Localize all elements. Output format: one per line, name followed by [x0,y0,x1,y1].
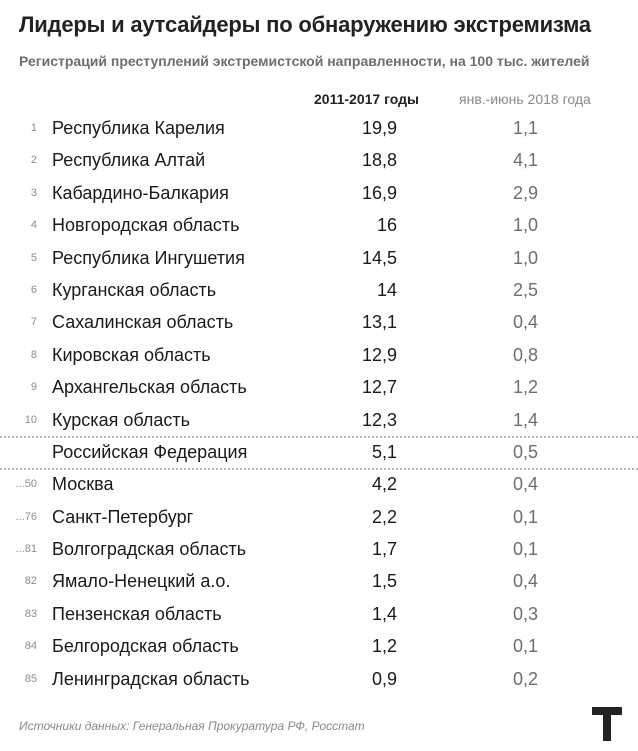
table-row: 8 Кировская область 12,9 0,8 [0,339,638,371]
row-rank: 8 [30,348,37,361]
row-region-name: Новгородская область [52,215,240,236]
chart-title: Лидеры и аутсайдеры по обнаружению экстр… [19,12,591,37]
table-row: 6 Курганская область 14 2,5 [0,274,638,306]
row-value-2011-2017: 12,3 [361,409,397,430]
row-value-2018: 1,0 [513,247,539,268]
row-rank: 83 [24,607,37,620]
row-rank: 6 [30,283,37,296]
table-row: 82 Ямало-Ненецкий а.о. 1,5 0,4 [0,565,638,597]
row-value-2018: 2,5 [513,279,539,300]
row-value-2018: 1,0 [513,215,539,236]
row-value-2011-2017: 1,2 [371,636,397,657]
table-row: ...81 Волгоградская область 1,7 0,1 [0,533,638,565]
row-region-name: Российская Федерация [52,441,248,462]
row-region-name: Республика Карелия [52,118,225,138]
row-value-2018: 0,1 [513,539,539,560]
row-value-2018: 0,4 [513,312,539,333]
row-value-2011-2017: 0,9 [371,668,397,689]
row-region-name: Санкт-Петербург [52,506,194,527]
row-value-2018: 0,1 [513,506,539,527]
row-rank: 85 [24,672,37,685]
row-rank: 4 [30,219,37,232]
row-rank: ...50 [15,478,37,491]
row-value-2011-2017: 18,8 [361,150,397,171]
chart-subtitle: Регистраций преступлений экстремистской … [19,53,590,69]
row-rank: 84 [24,640,37,653]
row-region-name: Ленинградская область [52,668,250,689]
row-value-2011-2017: 2,2 [371,506,397,527]
row-value-2018: 0,2 [513,668,539,689]
row-value-2011-2017: 1,7 [371,539,397,560]
row-region-name: Сахалинская область [52,312,234,333]
row-value-2011-2017: 1,4 [371,603,397,624]
row-rank: 10 [24,413,37,426]
row-value-2011-2017: 19,9 [361,118,397,138]
table-row: 3 Кабардино-Балкария 16,9 2,9 [0,177,638,209]
row-rank: ...81 [15,543,37,556]
row-value-2011-2017: 14 [376,279,397,300]
row-region-name: Волгоградская область [52,539,247,560]
table-row: ...50 Москва 4,2 0,4 [0,468,638,500]
row-value-2011-2017: 1,5 [371,571,397,592]
row-separator [0,468,638,471]
row-value-2018: 1,2 [513,377,539,398]
table-row: 5 Республика Ингушетия 14,5 1,0 [0,242,638,274]
row-region-name: Кировская область [52,344,211,365]
table-row: 85 Ленинградская область 0,9 0,2 [0,663,638,695]
row-rank: 82 [24,575,37,588]
t-logo-icon [592,707,622,741]
row-value-2018: 0,3 [513,603,539,624]
row-value-2011-2017: 16 [376,215,397,236]
row-rank: 5 [30,251,37,264]
table-row: 10 Курская область 12,3 1,4 [0,404,638,436]
row-value-2011-2017: 13,1 [361,312,397,333]
row-value-2011-2017: 12,9 [361,344,397,365]
row-region-name: Белгородская область [52,636,239,657]
row-rank: 3 [30,186,37,199]
row-rank: 2 [30,154,37,167]
table-row: 1 Республика Карелия 19,9 1,1 [0,112,638,144]
table-row: 83 Пензенская область 1,4 0,3 [0,598,638,630]
source-footer: Источники данных: Генеральная Прокуратур… [19,719,365,733]
row-region-name: Москва [52,474,114,495]
row-rank: ...76 [15,510,37,523]
table-row: 2 Республика Алтай 18,8 4,1 [0,144,638,176]
row-value-2018: 0,4 [513,474,539,495]
table-row: Российская Федерация 5,1 0,5 [0,435,638,468]
row-value-2018: 1,1 [513,118,539,138]
row-separator [0,435,638,438]
row-value-2018: 0,5 [513,441,539,462]
table-row: 9 Архангельская область 12,7 1,2 [0,371,638,403]
row-value-2011-2017: 16,9 [361,182,397,203]
column-header-2011-2017: 2011-2017 годы [314,91,419,107]
data-table: 1 Республика Карелия 19,9 1,1 2 Республика Ал… [0,112,638,695]
row-region-name: Республика Алтай [52,150,206,171]
row-value-2011-2017: 4,2 [371,474,397,495]
row-region-name: Курская область [52,409,190,430]
row-region-name: Пензенская область [52,603,222,624]
row-value-2018: 4,1 [513,150,539,171]
row-rank: 7 [30,316,37,329]
row-value-2018: 1,4 [513,409,539,430]
row-value-2018: 0,4 [513,571,539,592]
row-region-name: Кабардино-Балкария [52,182,229,203]
row-region-name: Республика Ингушетия [52,247,245,268]
row-value-2011-2017: 14,5 [361,247,397,268]
row-value-2018: 0,1 [513,636,539,657]
row-value-2018: 2,9 [513,182,539,203]
table-row: 7 Сахалинская область 13,1 0,4 [0,306,638,338]
table-row: 4 Новгородская область 16 1,0 [0,209,638,241]
row-region-name: Ямало-Ненецкий а.о. [52,571,231,592]
row-value-2018: 0,8 [513,344,539,365]
row-region-name: Курганская область [52,279,217,300]
row-value-2011-2017: 5,1 [371,441,397,462]
row-rank: 9 [30,381,37,394]
row-region-name: Архангельская область [52,377,247,398]
row-rank: 1 [30,122,37,134]
column-header-2018: янв.-июнь 2018 года [459,91,591,107]
table-row: 84 Белгородская область 1,2 0,1 [0,630,638,662]
table-row: ...76 Санкт-Петербург 2,2 0,1 [0,501,638,533]
row-value-2011-2017: 12,7 [361,377,397,398]
